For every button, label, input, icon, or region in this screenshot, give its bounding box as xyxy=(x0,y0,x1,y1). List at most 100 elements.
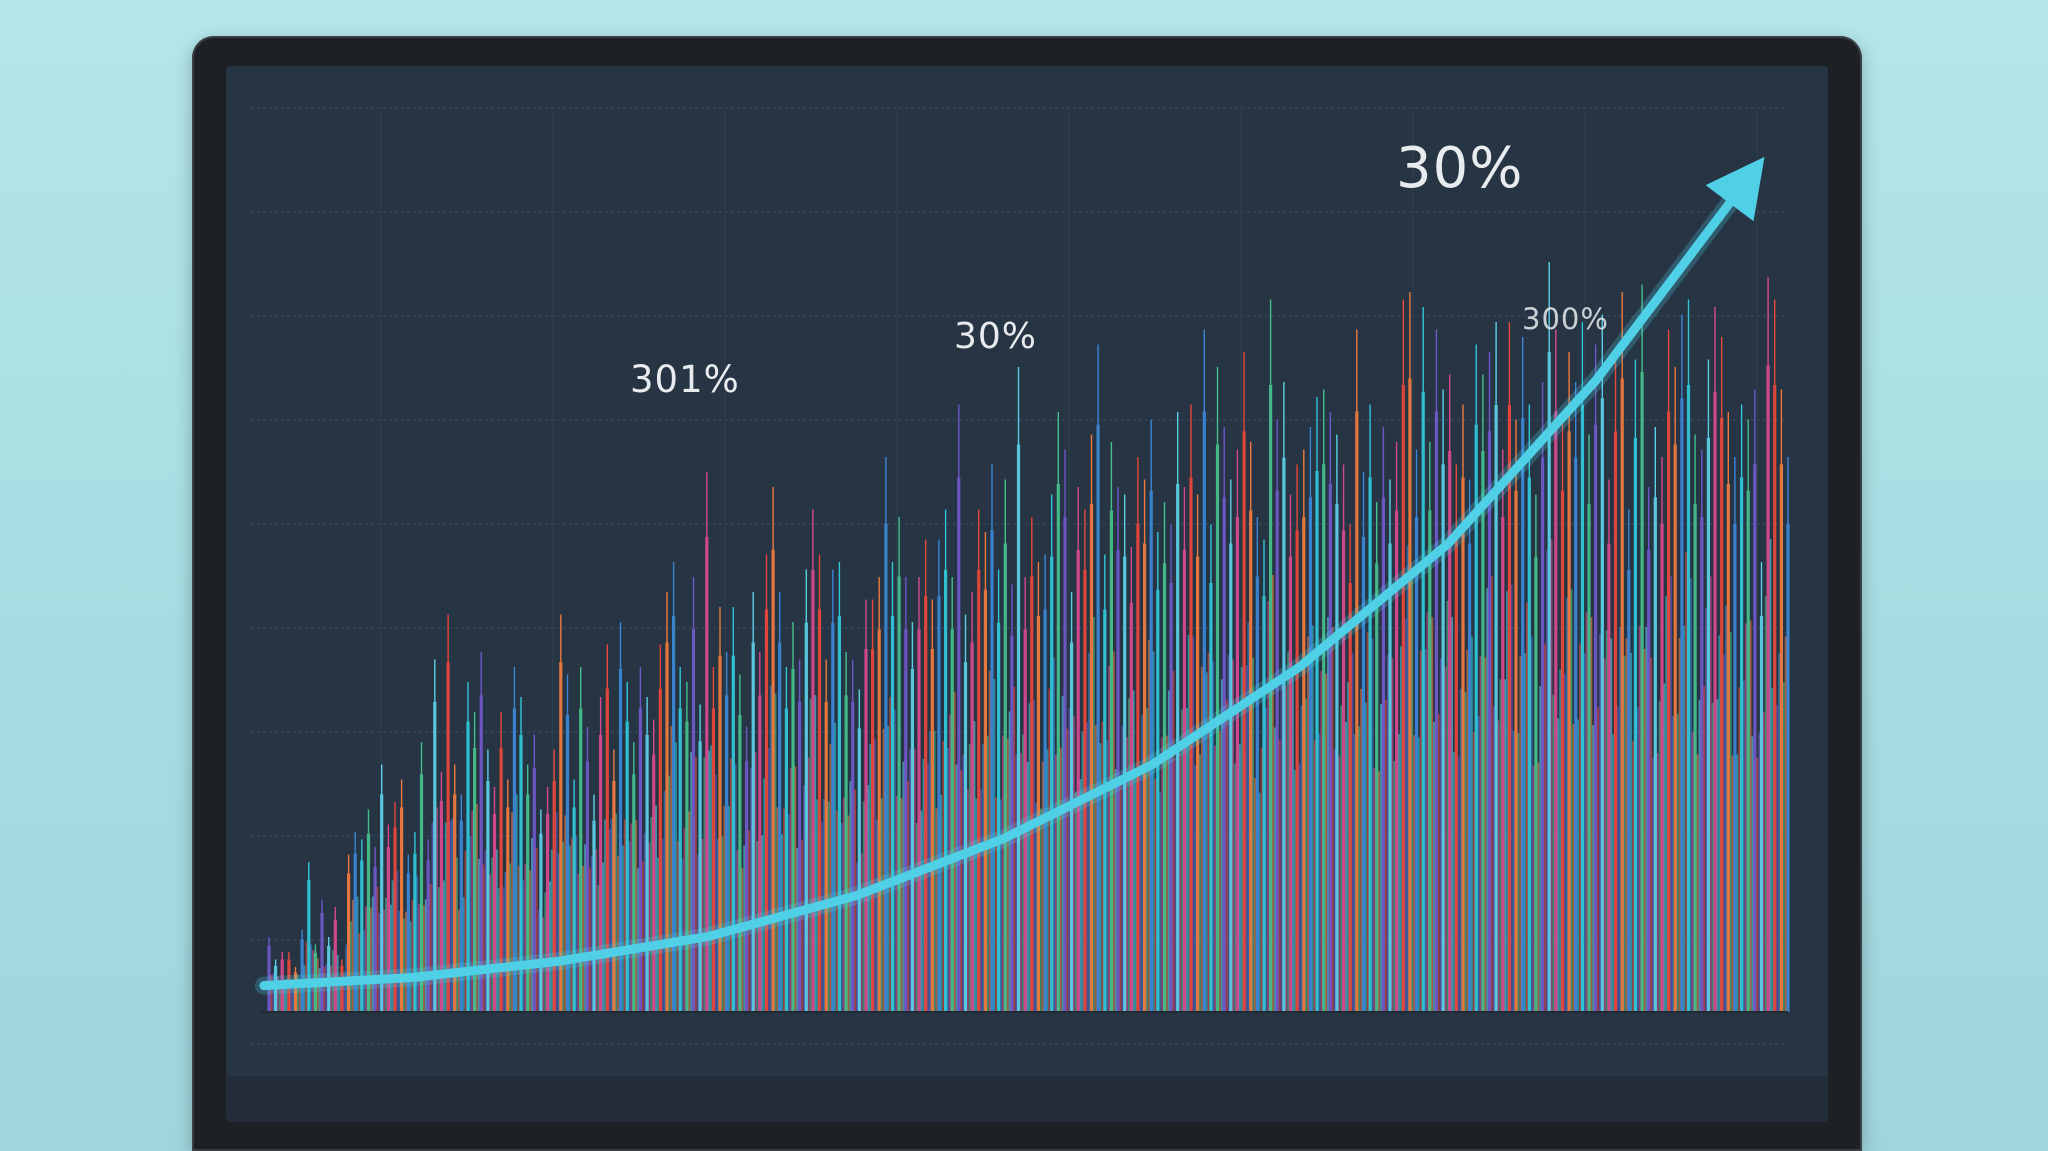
bar xyxy=(1282,457,1286,1013)
bar-filler xyxy=(469,836,472,1012)
bar-filler xyxy=(1596,707,1599,1012)
bar-filler xyxy=(418,904,421,1012)
bar-filler xyxy=(842,797,845,1012)
bar xyxy=(1627,569,1631,1012)
bar-filler xyxy=(349,921,352,1013)
bar-filler xyxy=(1015,754,1018,1012)
bar-filler xyxy=(1333,748,1336,1013)
bar xyxy=(1096,424,1100,1013)
bar xyxy=(751,642,755,1012)
bar-filler xyxy=(1346,682,1350,1012)
bar-filler xyxy=(1426,612,1429,1013)
bar xyxy=(353,853,357,1012)
bar-filler xyxy=(833,722,837,1013)
bar xyxy=(492,814,497,1012)
bar-filler xyxy=(438,887,441,1012)
bar-filler xyxy=(531,838,534,1012)
bar-filler xyxy=(1079,779,1082,1012)
bar-filler xyxy=(1665,596,1668,1012)
bar-filler xyxy=(763,778,766,1013)
bar-filler xyxy=(1086,721,1089,1012)
bar xyxy=(499,748,503,1012)
bar-filler xyxy=(595,849,598,1012)
bar-filler xyxy=(1464,691,1467,1012)
bar-filler xyxy=(909,748,912,1013)
bar xyxy=(731,655,735,1012)
bar xyxy=(393,827,397,1012)
bar-filler xyxy=(1532,765,1535,1012)
bar-filler xyxy=(1649,657,1652,1013)
bar-filler xyxy=(561,842,565,1012)
bar-filler xyxy=(1019,753,1022,1013)
bar-filler xyxy=(995,797,998,1012)
bar-filler xyxy=(1227,654,1230,1012)
bar-filler xyxy=(462,897,465,1013)
bar xyxy=(380,794,384,1012)
bar-filler xyxy=(676,841,680,1012)
bar xyxy=(572,807,576,1012)
bar-filler xyxy=(1351,652,1354,1012)
bar xyxy=(745,761,749,1012)
bar-filler xyxy=(1530,636,1533,1012)
bar-filler xyxy=(1366,631,1369,1013)
bar-filler xyxy=(1357,726,1361,1013)
bar xyxy=(1235,517,1239,1012)
bar xyxy=(890,616,895,1012)
bar xyxy=(705,536,709,1012)
bar-filler xyxy=(1291,669,1294,1012)
bar xyxy=(1222,497,1226,1012)
bar-filler xyxy=(1638,625,1641,1012)
bar-filler xyxy=(1081,731,1084,1012)
bar-filler xyxy=(975,798,978,1013)
bar xyxy=(764,609,769,1012)
bar-filler xyxy=(690,752,693,1012)
bar-filler xyxy=(318,968,321,1012)
bar-filler xyxy=(650,817,653,1012)
bar-filler xyxy=(1625,638,1628,1013)
bar xyxy=(360,860,364,1012)
bar-filler xyxy=(1006,738,1009,1012)
bar-filler xyxy=(807,757,810,1012)
bar-filler xyxy=(1265,708,1268,1012)
bar-filler xyxy=(1245,665,1248,1012)
bar-filler xyxy=(968,743,971,1012)
bar-filler xyxy=(429,884,432,1012)
bar xyxy=(1600,398,1604,1012)
bar-filler xyxy=(1298,763,1301,1012)
bar-filler xyxy=(1234,763,1237,1012)
bar xyxy=(1454,530,1458,1012)
bar-filler xyxy=(1605,630,1608,1012)
bar-filler xyxy=(1072,716,1075,1013)
bar-filler xyxy=(814,695,817,1012)
bar-filler xyxy=(1612,734,1615,1012)
bar xyxy=(1143,543,1147,1012)
bar-filler xyxy=(1218,730,1221,1013)
bar-filler xyxy=(365,906,368,1012)
bar-filler xyxy=(915,823,918,1012)
bar-filler xyxy=(411,899,414,1012)
bar-filler xyxy=(809,698,812,1012)
bar-filler xyxy=(1663,683,1666,1012)
bar-chart xyxy=(251,107,1790,1045)
bar-filler xyxy=(893,709,896,1013)
bar-filler xyxy=(973,721,976,1012)
bar xyxy=(1547,352,1551,1012)
bar-filler xyxy=(696,854,699,1012)
bar-filler xyxy=(1718,635,1721,1013)
bar-filler xyxy=(1755,757,1759,1013)
bar xyxy=(798,701,802,1012)
bar-filler xyxy=(550,849,554,1012)
bar-filler xyxy=(1579,643,1582,1012)
bar xyxy=(1076,550,1080,1012)
bar-filler xyxy=(1576,719,1579,1012)
bar xyxy=(970,642,974,1012)
bar-filler xyxy=(575,836,578,1012)
bar-filler xyxy=(1629,652,1633,1012)
bar-filler xyxy=(730,758,733,1012)
bar xyxy=(599,734,603,1012)
bar xyxy=(1673,444,1677,1012)
bar xyxy=(519,734,523,1012)
bar-filler xyxy=(601,862,604,1012)
bar xyxy=(1720,418,1724,1012)
bar xyxy=(453,794,457,1012)
